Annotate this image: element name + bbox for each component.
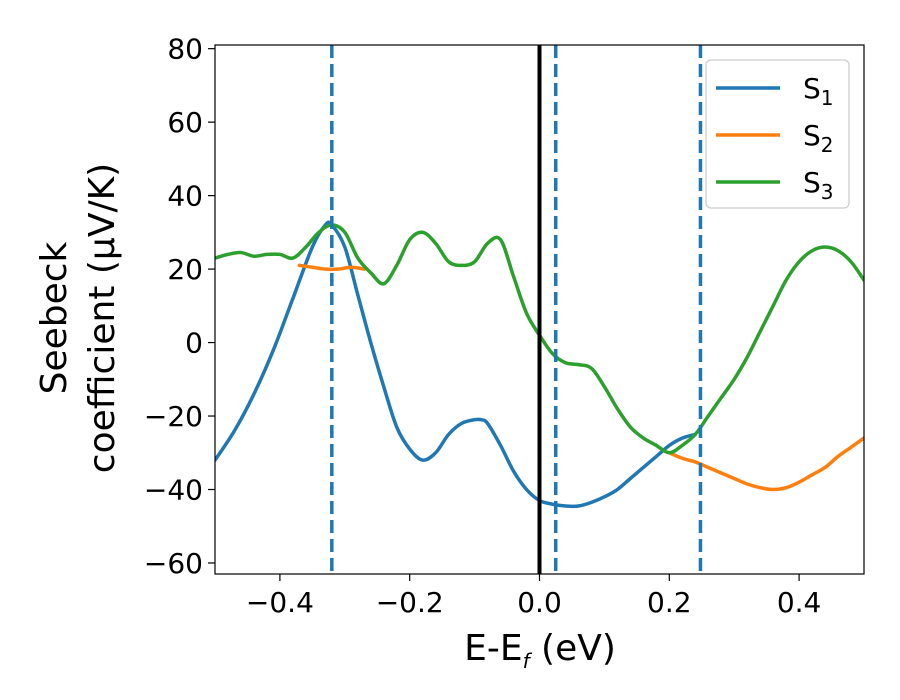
series-line-s1 bbox=[215, 220, 698, 509]
vline-layer bbox=[330, 45, 703, 574]
y-tick-label: 20 bbox=[167, 253, 203, 286]
y-tick-label: −60 bbox=[144, 547, 203, 580]
x-tick-label: −0.4 bbox=[246, 586, 314, 619]
y-axis-title-line2: coefficient (μV/K) bbox=[82, 163, 123, 473]
x-ticks: −0.4 −0.2 0.0 0.2 0.4 bbox=[246, 574, 821, 619]
x-tick-label: 0.4 bbox=[777, 586, 822, 619]
x-axis-title-main: E-E bbox=[464, 628, 522, 669]
y-axis-title-line1: Seebeck bbox=[34, 241, 75, 394]
y-tick-label: 60 bbox=[167, 106, 203, 139]
x-axis-title-sub: f bbox=[523, 649, 533, 673]
y-tick-label: 80 bbox=[167, 33, 203, 66]
y-tick-label: 0 bbox=[185, 327, 203, 360]
x-tick-label: −0.2 bbox=[376, 586, 444, 619]
legend-label-s2: S2 bbox=[803, 119, 834, 157]
y-tick-label: −40 bbox=[144, 474, 203, 507]
x-axis-title: E-Ef (eV) bbox=[464, 628, 616, 673]
x-tick-label: 0.2 bbox=[647, 586, 692, 619]
y-ticks: 80 60 40 20 0 −20 −40 −60 bbox=[144, 33, 215, 580]
y-tick-label: −20 bbox=[144, 400, 203, 433]
y-axis-title: Seebeck coefficient (μV/K) bbox=[34, 163, 123, 473]
x-tick-label: 0.0 bbox=[517, 586, 562, 619]
legend: S1 S2 S3 bbox=[705, 59, 850, 209]
x-axis-title-unit: (eV) bbox=[530, 628, 616, 669]
legend-label-s1: S1 bbox=[803, 72, 834, 110]
series-line-s2 bbox=[297, 263, 864, 492]
y-tick-label: 40 bbox=[167, 180, 203, 213]
legend-label-s3: S3 bbox=[803, 166, 834, 204]
